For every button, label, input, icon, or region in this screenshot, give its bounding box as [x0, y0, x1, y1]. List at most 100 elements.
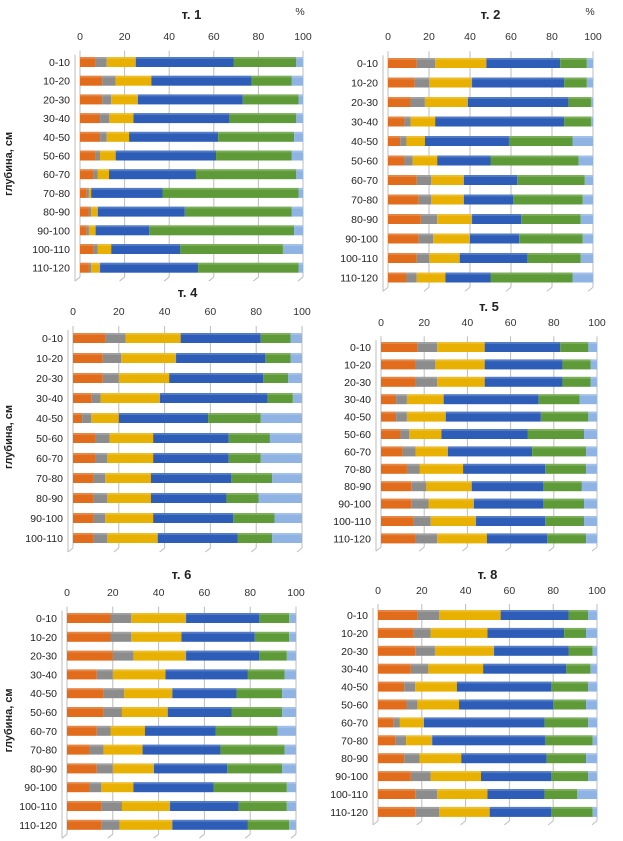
- bar-highlight: [410, 663, 429, 666]
- bar-segment-6: [298, 262, 303, 273]
- category-label: 100-110: [340, 253, 378, 265]
- bar-highlight: [101, 819, 120, 822]
- category-label: 40-50: [30, 688, 57, 700]
- bar-highlight: [467, 97, 569, 99]
- category-label: 0-10: [350, 342, 371, 354]
- bar-segment-2: [93, 169, 98, 180]
- bar-segment-2: [413, 516, 431, 526]
- bar-highlight: [415, 789, 438, 791]
- bar-segment-3: [437, 789, 488, 799]
- bar-segment-6: [298, 187, 303, 198]
- grid-floor-tick: [107, 833, 114, 839]
- bar-highlight: [532, 446, 587, 449]
- bar-highlight: [580, 214, 593, 216]
- x-tick-label: 0: [385, 31, 391, 43]
- x-tick-label: 80: [244, 587, 256, 599]
- bar-segment-3: [439, 610, 501, 620]
- category-label: 60-70: [344, 446, 371, 458]
- category-label: 20-30: [341, 646, 368, 658]
- bar-segment-5: [259, 650, 287, 661]
- bar-segment-1: [378, 663, 411, 674]
- bar-segment-5: [265, 353, 291, 363]
- bar-segment-5: [566, 663, 591, 674]
- bar-segment-5: [247, 819, 290, 830]
- bar-highlight: [544, 789, 578, 791]
- bar-segment-2: [410, 663, 429, 674]
- chart-3: т. 4 0 20 40 60 80 100 0-10 10-20 20-30 30-40 40-50…: [3, 285, 311, 553]
- bar-segment-6: [291, 75, 303, 86]
- x-tick-label: 40: [153, 587, 165, 599]
- chart-1: т. 1 % 0 20 40 60 80 100 0-10 10-20 20-30 30-40 40-5…: [3, 6, 312, 282]
- bar-segment-4: [133, 113, 230, 124]
- bar-highlight: [142, 744, 221, 747]
- x-tick-label: 20: [119, 31, 131, 43]
- bar-segment-1: [67, 801, 102, 811]
- bar-highlight: [543, 481, 582, 484]
- bar-highlight: [519, 233, 583, 236]
- bar-highlight: [215, 725, 278, 728]
- bar-highlight: [80, 150, 96, 153]
- bar-segment-4: [142, 744, 221, 755]
- bar-highlight: [540, 411, 589, 414]
- x-tick-label: 40: [159, 306, 171, 318]
- bar-highlight: [381, 394, 397, 397]
- bar-highlight: [435, 58, 487, 60]
- bar-highlight: [413, 516, 431, 518]
- grid-floor-tick: [61, 833, 68, 839]
- bar-segment-6: [584, 516, 597, 526]
- bar-highlight: [67, 669, 97, 672]
- bar-segment-3: [106, 131, 130, 142]
- bar-highlight: [100, 113, 109, 116]
- bar-highlight: [410, 771, 431, 774]
- bar-segment-5: [247, 669, 285, 680]
- unit-label: %: [585, 6, 594, 18]
- bar-highlight: [579, 394, 597, 397]
- bar-segment-4: [135, 57, 234, 67]
- bar-segment-2: [103, 688, 125, 699]
- bar-segment-1: [378, 735, 396, 746]
- bar-highlight: [381, 516, 414, 518]
- bar-highlight: [429, 253, 460, 255]
- bar-segment-1: [388, 272, 407, 283]
- bar-segment-2: [411, 481, 427, 492]
- bar-segment-6: [296, 169, 303, 180]
- bar-segment-6: [590, 359, 597, 370]
- bar-highlight: [538, 394, 580, 397]
- bar-segment-2: [410, 771, 431, 782]
- bar-highlight: [112, 650, 134, 653]
- bar-segment-3: [409, 429, 442, 439]
- bar-segment-3: [112, 763, 155, 774]
- bar-highlight: [572, 272, 593, 275]
- grid-floor-tick: [591, 820, 598, 826]
- grid-floor-tick: [296, 547, 303, 553]
- bar-highlight: [500, 610, 569, 612]
- bar-highlight: [111, 244, 181, 246]
- bar-highlight: [431, 175, 464, 177]
- chart-title: т. 4: [178, 285, 198, 300]
- bar-highlight: [424, 97, 468, 99]
- bar-highlight: [208, 413, 261, 415]
- bar-segment-4: [480, 771, 552, 782]
- bar-highlight: [80, 244, 94, 246]
- bar-segment-5: [149, 225, 295, 236]
- bar-segment-4: [437, 155, 491, 166]
- bar-segment-6: [586, 753, 597, 764]
- bar-highlight: [291, 150, 303, 153]
- bar-segment-5: [218, 131, 295, 142]
- bar-segment-3: [91, 262, 101, 273]
- bar-segment-5: [238, 801, 287, 811]
- bar-highlight: [238, 801, 287, 803]
- bar-segment-4: [154, 763, 228, 774]
- bar-highlight: [417, 342, 438, 344]
- bar-highlight: [430, 627, 488, 630]
- bar-highlight: [381, 342, 418, 344]
- bar-highlight: [102, 373, 119, 375]
- bar-highlight: [447, 446, 533, 449]
- bar-segment-1: [378, 717, 394, 728]
- bar-highlight: [577, 789, 597, 791]
- category-label: 80-90: [43, 207, 70, 219]
- bar-highlight: [101, 801, 122, 803]
- bar-highlight: [378, 717, 394, 720]
- x-tick-label: 40: [163, 31, 175, 43]
- bar-highlight: [396, 394, 407, 397]
